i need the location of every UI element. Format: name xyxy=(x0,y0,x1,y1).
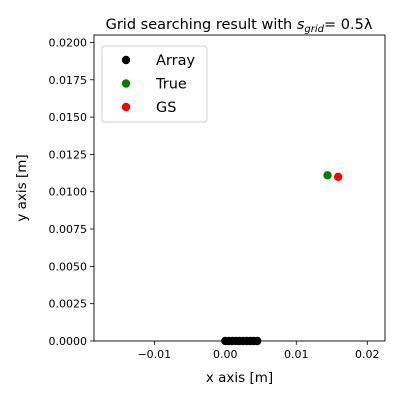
x-tick-label: −0.01 xyxy=(137,348,171,361)
legend-marker-true xyxy=(121,79,131,88)
y-tick-label: 0.0200 xyxy=(49,36,88,49)
title-symbol: s xyxy=(297,17,305,33)
chart-title: Grid searching result with sgrid= 0.5λ xyxy=(106,17,373,35)
y-tick-label: 0.0050 xyxy=(49,260,88,273)
y-ticks: 0.0000 0.0025 0.0050 0.0075 0.0100 0.0125 0.01… xyxy=(49,36,94,348)
legend-marker-array xyxy=(121,55,131,65)
y-tick-label: 0.0025 xyxy=(49,298,88,311)
data-points xyxy=(221,171,343,346)
y-tick-label: 0.0150 xyxy=(49,111,88,124)
legend-marker-gs xyxy=(121,102,131,112)
legend: Array True GS xyxy=(101,45,208,123)
x-ticks: −0.01 0.00 0.01 0.02 xyxy=(137,341,380,361)
x-tick-label: 0.01 xyxy=(284,348,309,361)
y-tick-label: 0.0175 xyxy=(49,74,88,87)
y-tick-label: 0.0075 xyxy=(49,223,88,236)
title-suffix: = 0.5λ xyxy=(324,17,373,33)
true-point xyxy=(323,171,332,180)
legend-box xyxy=(101,45,208,123)
x-axis-label: x axis [m] xyxy=(206,370,273,386)
legend-label-gs: GS xyxy=(156,100,176,116)
legend-label-true: True xyxy=(155,77,187,93)
title-prefix: Grid searching result with xyxy=(106,17,297,33)
gs-point xyxy=(333,172,343,182)
y-tick-label: 0.0100 xyxy=(49,186,88,199)
y-axis-label: y axis [m] xyxy=(14,154,30,221)
title-subscript: grid xyxy=(304,24,324,35)
x-tick-label: 0.00 xyxy=(213,348,238,361)
y-tick-label: 0.0000 xyxy=(49,335,88,348)
plot-frame xyxy=(93,34,386,342)
y-tick-label: 0.0125 xyxy=(49,148,88,161)
legend-label-array: Array xyxy=(156,53,195,69)
x-tick-label: 0.02 xyxy=(355,348,380,361)
